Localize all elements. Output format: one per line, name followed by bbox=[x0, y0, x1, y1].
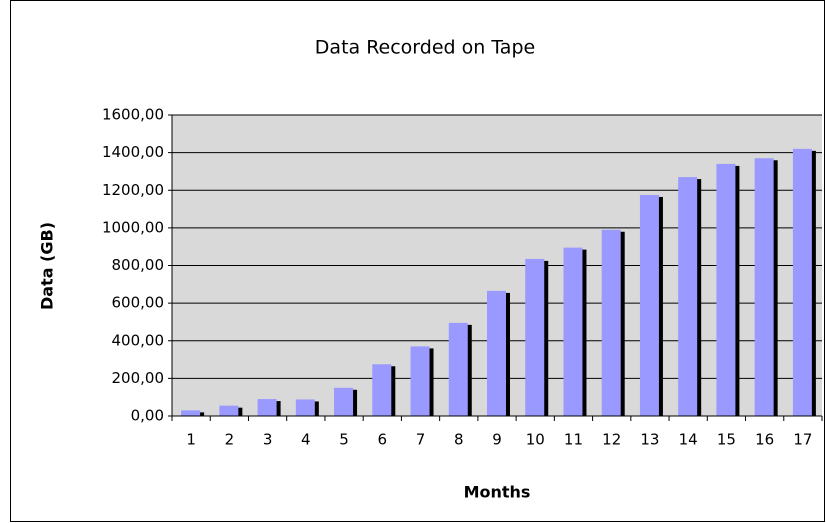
y-tick-label: 400,00 bbox=[112, 331, 165, 349]
bar bbox=[410, 346, 430, 416]
y-tick-label: 1600,00 bbox=[102, 106, 164, 124]
bar bbox=[257, 399, 277, 416]
y-tick-label: 1400,00 bbox=[102, 143, 164, 161]
x-tick-label: 14 bbox=[679, 431, 698, 449]
x-tick-label: 4 bbox=[301, 431, 311, 449]
x-tick-label: 12 bbox=[602, 431, 621, 449]
chart-title: Data Recorded on Tape bbox=[315, 37, 535, 59]
bar bbox=[372, 364, 392, 416]
y-tick-label: 200,00 bbox=[112, 369, 165, 387]
y-tick-label: 1200,00 bbox=[102, 181, 164, 199]
x-tick-label: 6 bbox=[378, 431, 388, 449]
x-tick-label: 10 bbox=[526, 431, 545, 449]
y-axis-label: Data (GB) bbox=[38, 222, 57, 310]
bar bbox=[678, 177, 698, 416]
x-tick-label: 2 bbox=[225, 431, 235, 449]
x-axis-label: Months bbox=[464, 483, 531, 502]
bar bbox=[754, 158, 774, 417]
bar bbox=[334, 387, 354, 416]
x-tick-label: 5 bbox=[339, 431, 349, 449]
bar bbox=[716, 163, 736, 416]
bar bbox=[487, 290, 506, 416]
bar bbox=[181, 410, 201, 416]
x-tick-label: 15 bbox=[717, 431, 736, 449]
y-tick-label: 600,00 bbox=[112, 294, 165, 312]
y-tick-label: 1000,00 bbox=[102, 218, 164, 236]
x-tick-label: 17 bbox=[793, 431, 812, 449]
y-tick-label: 0,00 bbox=[131, 407, 164, 425]
bar bbox=[601, 229, 621, 416]
x-tick-label: 1 bbox=[186, 431, 196, 449]
y-tick-label: 800,00 bbox=[112, 256, 165, 274]
x-tick-label: 11 bbox=[564, 431, 583, 449]
x-tick-label: 7 bbox=[416, 431, 426, 449]
bar bbox=[448, 322, 468, 416]
bar bbox=[792, 148, 812, 417]
bar bbox=[563, 247, 583, 416]
bar bbox=[219, 405, 239, 416]
bar bbox=[295, 399, 315, 416]
x-tick-label: 9 bbox=[492, 431, 502, 449]
bar bbox=[525, 258, 545, 416]
x-tick-label: 3 bbox=[263, 431, 273, 449]
bar bbox=[639, 194, 659, 416]
x-tick-label: 13 bbox=[640, 431, 659, 449]
x-tick-label: 16 bbox=[755, 431, 774, 449]
x-tick-label: 8 bbox=[454, 431, 464, 449]
